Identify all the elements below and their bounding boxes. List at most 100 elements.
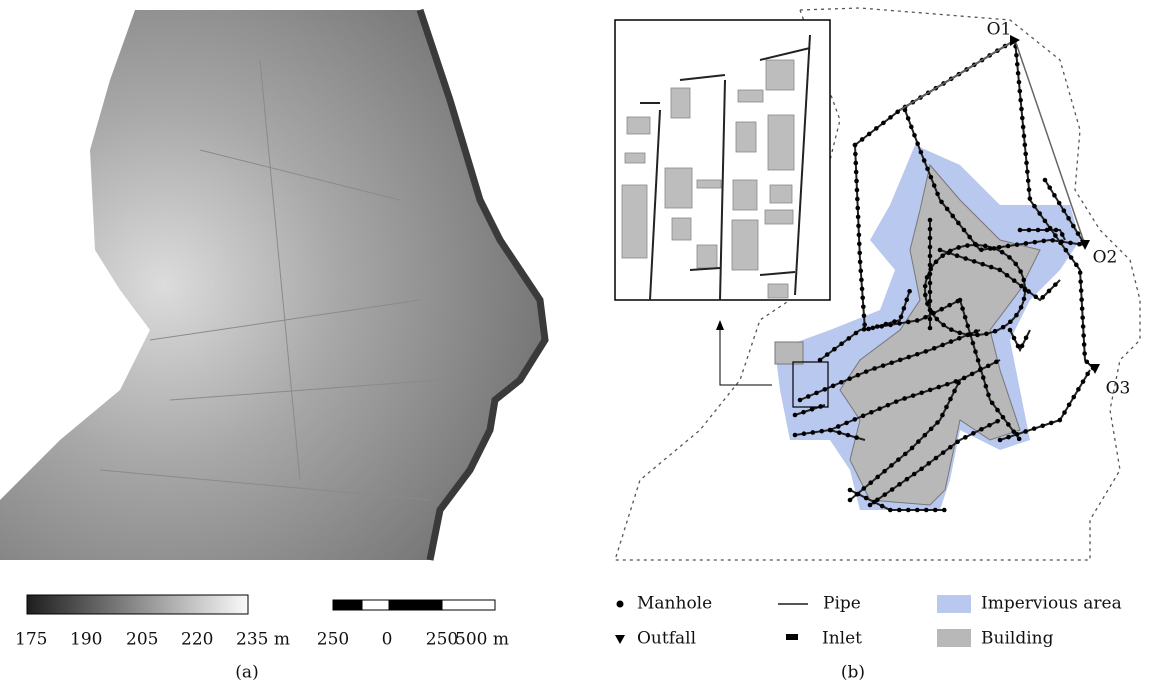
manhole bbox=[881, 121, 886, 126]
manhole bbox=[911, 393, 916, 398]
manhole bbox=[854, 179, 859, 184]
manhole bbox=[897, 321, 902, 326]
manhole bbox=[847, 336, 852, 341]
manhole bbox=[894, 399, 899, 404]
manhole bbox=[877, 406, 882, 411]
manhole bbox=[962, 376, 967, 381]
manhole bbox=[1043, 178, 1048, 183]
manhole bbox=[888, 508, 893, 513]
manhole bbox=[941, 450, 946, 455]
manhole bbox=[957, 331, 962, 336]
manhole bbox=[1006, 435, 1011, 440]
manhole bbox=[860, 295, 865, 300]
manhole bbox=[971, 341, 976, 346]
manhole bbox=[855, 197, 860, 202]
manhole bbox=[915, 141, 920, 146]
manhole bbox=[1036, 228, 1041, 233]
manhole bbox=[855, 206, 860, 211]
manhole bbox=[857, 242, 862, 247]
manhole bbox=[972, 259, 977, 264]
manhole bbox=[963, 315, 968, 320]
manhole bbox=[1027, 228, 1032, 233]
manhole bbox=[1071, 224, 1076, 229]
manhole bbox=[904, 297, 909, 302]
manhole bbox=[856, 215, 861, 220]
manhole bbox=[1079, 288, 1084, 293]
manhole bbox=[932, 346, 937, 351]
manhole bbox=[1041, 239, 1046, 244]
manhole bbox=[1078, 279, 1083, 284]
manhole bbox=[867, 132, 872, 137]
manhole bbox=[928, 272, 933, 277]
manhole bbox=[963, 256, 968, 261]
manhole bbox=[802, 431, 807, 436]
manhole bbox=[1047, 185, 1052, 190]
manhole bbox=[819, 429, 824, 434]
manhole bbox=[1064, 248, 1069, 253]
manhole bbox=[919, 390, 924, 395]
legend: Manhole Outfall Pipe Inlet Impervious ar… bbox=[615, 594, 1122, 649]
manhole bbox=[1000, 250, 1005, 255]
manhole bbox=[924, 349, 929, 354]
manhole bbox=[902, 396, 907, 401]
manhole bbox=[862, 322, 867, 327]
manhole bbox=[1050, 238, 1055, 243]
manhole bbox=[942, 508, 947, 513]
scale-label: 250 bbox=[317, 630, 349, 650]
manhole bbox=[939, 307, 944, 312]
manhole bbox=[963, 435, 968, 440]
manhole bbox=[912, 472, 917, 477]
manhole bbox=[1080, 306, 1085, 311]
manhole bbox=[1078, 270, 1083, 275]
manhole bbox=[872, 500, 877, 505]
manhole bbox=[950, 214, 955, 219]
manhole bbox=[858, 260, 863, 265]
manhole bbox=[979, 248, 984, 253]
manhole bbox=[984, 332, 989, 337]
manhole bbox=[906, 320, 911, 325]
manhole bbox=[993, 329, 998, 334]
manhole bbox=[1076, 387, 1081, 392]
manhole bbox=[1057, 418, 1062, 423]
manhole bbox=[916, 439, 921, 444]
manhole bbox=[1015, 432, 1020, 437]
manhole bbox=[970, 372, 975, 377]
manhole bbox=[962, 228, 967, 233]
manhole bbox=[931, 311, 936, 316]
manhole bbox=[936, 385, 941, 390]
manhole bbox=[948, 397, 953, 402]
manhole bbox=[1008, 328, 1013, 333]
manhole bbox=[928, 218, 933, 223]
manhole bbox=[981, 375, 986, 380]
manhole bbox=[1020, 344, 1025, 349]
manhole bbox=[986, 364, 991, 369]
manhole bbox=[940, 253, 945, 258]
manhole bbox=[928, 245, 933, 250]
legend-label: Outfall bbox=[637, 629, 696, 649]
manhole bbox=[1082, 342, 1087, 347]
manhole bbox=[892, 319, 897, 324]
manhole bbox=[897, 482, 902, 487]
manhole bbox=[910, 446, 915, 451]
manhole bbox=[928, 281, 933, 286]
manhole bbox=[1062, 410, 1067, 415]
legend-label: Manhole bbox=[637, 594, 712, 614]
manhole bbox=[1026, 178, 1031, 183]
scale-bar bbox=[333, 600, 495, 610]
manhole bbox=[909, 125, 914, 130]
manhole bbox=[928, 236, 933, 241]
manhole bbox=[862, 313, 867, 318]
manhole bbox=[886, 403, 891, 408]
manhole bbox=[1023, 143, 1028, 148]
manhole bbox=[1081, 333, 1086, 338]
manhole bbox=[1019, 107, 1024, 112]
manhole bbox=[949, 339, 954, 344]
manhole bbox=[1066, 216, 1071, 221]
manhole bbox=[888, 115, 893, 120]
manhole bbox=[871, 326, 876, 331]
manhole bbox=[1005, 273, 1010, 278]
manhole bbox=[955, 440, 960, 445]
manhole bbox=[935, 317, 940, 322]
manhole bbox=[1021, 278, 1026, 283]
manhole bbox=[839, 380, 844, 385]
